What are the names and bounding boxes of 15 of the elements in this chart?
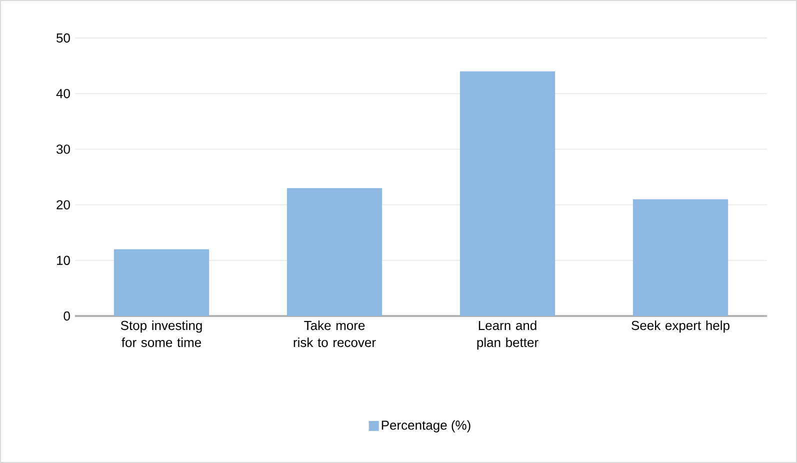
bar [286,188,382,316]
y-tick-label: 20 [56,200,70,210]
bar [632,199,728,316]
y-tick-label: 30 [56,144,70,154]
x-tick-label: Stop investing for some time [120,320,202,348]
legend-label: Percentage (%) [382,420,470,432]
y-tick-label: 40 [56,88,70,98]
y-tick-label: 10 [56,256,70,265]
bar [460,71,556,316]
x-tick-label: Seek expert help [632,320,730,333]
x-tick-label: Learn and plan better [477,320,538,350]
bar [114,249,210,316]
x-tick-label: Take more risk to recover [294,320,376,348]
y-tick-label: 0 [64,311,70,321]
y-tick-label: 50 [56,33,70,43]
